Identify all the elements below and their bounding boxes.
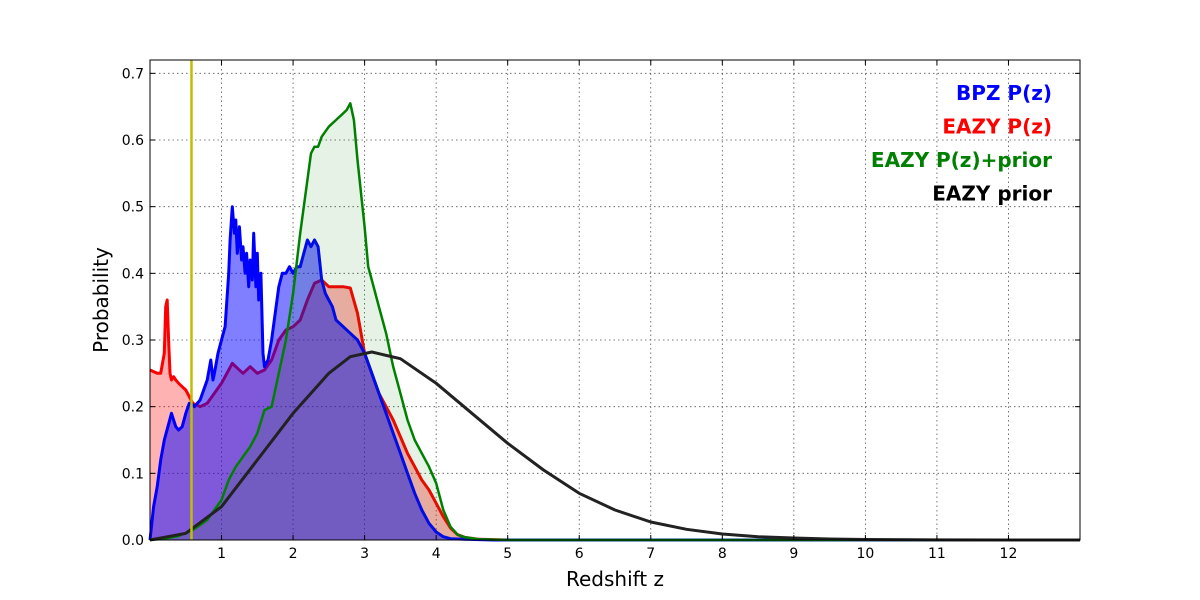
x-tick-label: 4: [432, 546, 441, 562]
x-tick-label: 11: [928, 546, 946, 562]
series-line-bpz-p-z-: [148, 205, 1080, 542]
plot-frame: [149, 59, 1081, 541]
x-axis-label: Redshift z: [566, 567, 664, 591]
x-tick-label: 8: [718, 546, 727, 562]
series-area-bpz-p-z-: [150, 206, 1080, 540]
y-tick-label: 0.2: [122, 400, 144, 416]
x-tick-label: 7: [646, 546, 655, 562]
y-tick-label: 0.6: [122, 133, 144, 149]
legend-entry: BPZ P(z): [956, 81, 1052, 105]
series-line-eazy-prior: [149, 350, 1080, 542]
x-tick-label: 10: [856, 546, 874, 562]
y-tick-label: 0.5: [122, 200, 144, 216]
y-tick-label: 0.3: [122, 333, 144, 349]
y-axis-label: Probability: [89, 247, 113, 353]
legend-entry: EAZY P(z): [942, 115, 1052, 139]
grid-lines: [150, 60, 1080, 540]
x-tick-label: 9: [789, 546, 798, 562]
y-tick-label: 0.7: [122, 66, 144, 82]
series-area-eazy-p-z-prior: [150, 103, 1080, 541]
legend-entry: EAZY prior: [932, 182, 1052, 206]
y-tick-label: 0.0: [122, 533, 144, 549]
x-tick-label: 3: [360, 546, 369, 562]
y-tick-label: 0.1: [122, 466, 144, 482]
axis-ticks: 1 2 3 4 5 6 7 8 9 10 11 120.00.10.20.30.40.50.60.7: [122, 60, 1080, 562]
series-layer: [148, 102, 1080, 542]
series-line-eazy-p-z-prior: [149, 102, 1080, 542]
legend-entry: EAZY P(z)+prior: [871, 148, 1052, 172]
legend: BPZ P(z) EAZY P(z) EAZY P(z)+prior EAZY pri…: [871, 81, 1052, 206]
x-tick-label: 6: [575, 546, 584, 562]
x-tick-label: 5: [503, 546, 512, 562]
y-tick-label: 0.4: [122, 266, 144, 282]
x-tick-label: 1: [217, 546, 226, 562]
x-tick-label: 12: [1000, 546, 1018, 562]
x-tick-label: 2: [289, 546, 298, 562]
